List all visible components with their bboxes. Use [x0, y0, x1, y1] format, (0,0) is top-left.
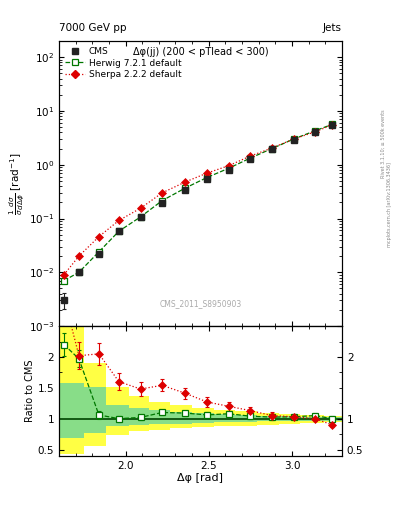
Text: CMS_2011_S8950903: CMS_2011_S8950903 — [159, 299, 242, 308]
Text: Rivet 3.1.10; ≥ 500k events: Rivet 3.1.10; ≥ 500k events — [381, 109, 386, 178]
Text: Δφ(jj) (200 < pTlead < 300): Δφ(jj) (200 < pTlead < 300) — [132, 47, 268, 57]
Text: mcplots.cern.ch [arXiv:1306.3436]: mcplots.cern.ch [arXiv:1306.3436] — [387, 162, 391, 247]
Text: 7000 GeV pp: 7000 GeV pp — [59, 23, 127, 33]
Text: Jets: Jets — [323, 23, 342, 33]
Y-axis label: $\frac{1}{\sigma}\frac{d\sigma}{d\Delta\phi}$ [rad$^{-1}$]: $\frac{1}{\sigma}\frac{d\sigma}{d\Delta\… — [8, 152, 27, 215]
Y-axis label: Ratio to CMS: Ratio to CMS — [25, 359, 35, 422]
X-axis label: Δφ [rad]: Δφ [rad] — [177, 473, 224, 483]
Legend: CMS, Herwig 7.2.1 default, Sherpa 2.2.2 default: CMS, Herwig 7.2.1 default, Sherpa 2.2.2 … — [63, 46, 183, 80]
